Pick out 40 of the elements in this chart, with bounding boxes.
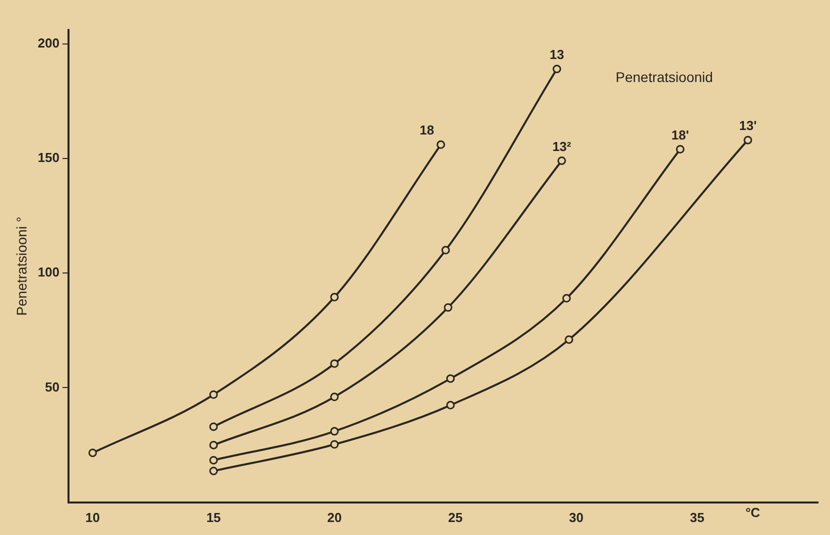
point <box>88 448 97 458</box>
series-label: 18 <box>420 122 434 138</box>
x-tick-label: 30 <box>568 510 584 525</box>
point <box>564 335 574 344</box>
y-tick-label: 200 <box>38 35 60 50</box>
series-label: 18' <box>671 127 689 142</box>
point <box>330 392 339 402</box>
point <box>330 292 339 302</box>
y-tick-label: 50 <box>45 379 60 394</box>
point <box>557 156 566 165</box>
series-label: 13² <box>552 138 572 154</box>
point <box>446 400 455 410</box>
y-tick-label: 150 <box>38 150 60 165</box>
y-tick-label: 100 <box>38 264 60 280</box>
point <box>676 144 684 154</box>
point <box>446 374 455 383</box>
series-label: 13' <box>739 118 757 134</box>
x-tick-label: 10 <box>85 510 100 525</box>
point <box>330 359 339 368</box>
point <box>562 294 571 303</box>
point <box>330 440 339 449</box>
point <box>209 440 218 450</box>
point <box>209 422 218 431</box>
point <box>744 136 752 144</box>
series-label: 13 <box>550 47 564 62</box>
point <box>552 64 562 74</box>
x-tick-label: 15 <box>206 510 221 525</box>
point <box>436 140 446 149</box>
x-tick-label: 35 <box>690 510 704 525</box>
point <box>444 303 452 312</box>
annotation: Penetratsioonid <box>616 68 713 85</box>
y-axis-title: Penetratsiooni ° <box>13 216 30 316</box>
x-axis-title: °C <box>745 505 761 520</box>
point <box>209 466 218 476</box>
point <box>209 390 218 399</box>
x-tick-label: 20 <box>327 510 342 525</box>
point <box>441 246 450 254</box>
point <box>209 456 218 464</box>
x-tick-label: 25 <box>448 510 463 525</box>
point <box>330 427 339 436</box>
